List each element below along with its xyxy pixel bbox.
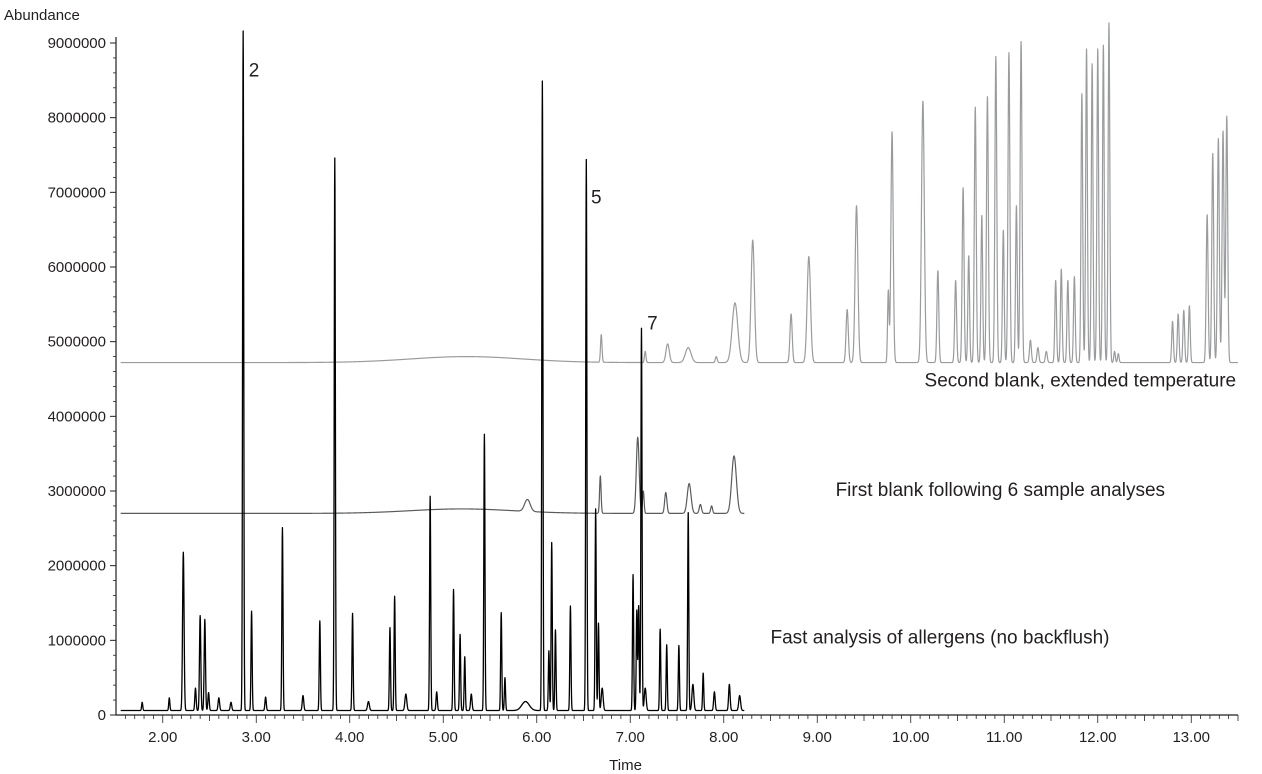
series-label: First blank following 6 sample analyses <box>836 480 1166 501</box>
series-trace-0 <box>120 30 745 712</box>
x-tick-label: 6.00 <box>522 729 551 746</box>
y-tick-label: 9000000 <box>48 35 106 52</box>
y-tick-label: 8000000 <box>48 110 106 127</box>
y-tick-label: 2000000 <box>48 558 106 575</box>
x-tick-label: 10.00 <box>892 729 930 746</box>
y-tick-label: 6000000 <box>48 259 106 276</box>
x-tick-label: 13.00 <box>1172 729 1210 746</box>
x-tick-label: 4.00 <box>335 729 364 746</box>
x-tick-label: 2.00 <box>148 729 177 746</box>
x-tick-label: 5.00 <box>429 729 458 746</box>
plot-area <box>120 22 1239 712</box>
axes: 0 1000000 2000000 3000000 4000000 5000000 6000… <box>48 35 1239 746</box>
y-tick-label: 4000000 <box>48 408 106 425</box>
peak-number-label: 2 <box>249 61 260 82</box>
x-tick-label: 7.00 <box>616 729 645 746</box>
y-tick-label: 0 <box>98 707 106 724</box>
series-trace-1 <box>120 436 745 514</box>
peak-number-label: 5 <box>591 188 602 209</box>
x-tick-label: 11.00 <box>986 729 1022 746</box>
x-tick-label: 12.00 <box>1079 729 1117 746</box>
x-tick-label: 8.00 <box>709 729 738 746</box>
labels: Abundance Time Second blank, extended temp… <box>4 7 1236 774</box>
series-label: Fast analysis of allergens (no backflush… <box>771 627 1110 648</box>
y-tick-label: 5000000 <box>48 334 106 351</box>
y-tick-label: 3000000 <box>48 483 106 500</box>
x-axis-title: Time <box>609 757 642 774</box>
series-label: Second blank, extended temperature <box>925 370 1237 391</box>
x-tick-label: 9.00 <box>803 729 832 746</box>
y-axis-title: Abundance <box>4 7 80 24</box>
y-tick-label: 7000000 <box>48 184 106 201</box>
y-tick-label: 1000000 <box>48 632 106 649</box>
series-trace-2 <box>120 22 1239 364</box>
x-tick-label: 3.00 <box>242 729 271 746</box>
peak-number-label: 7 <box>647 314 658 335</box>
